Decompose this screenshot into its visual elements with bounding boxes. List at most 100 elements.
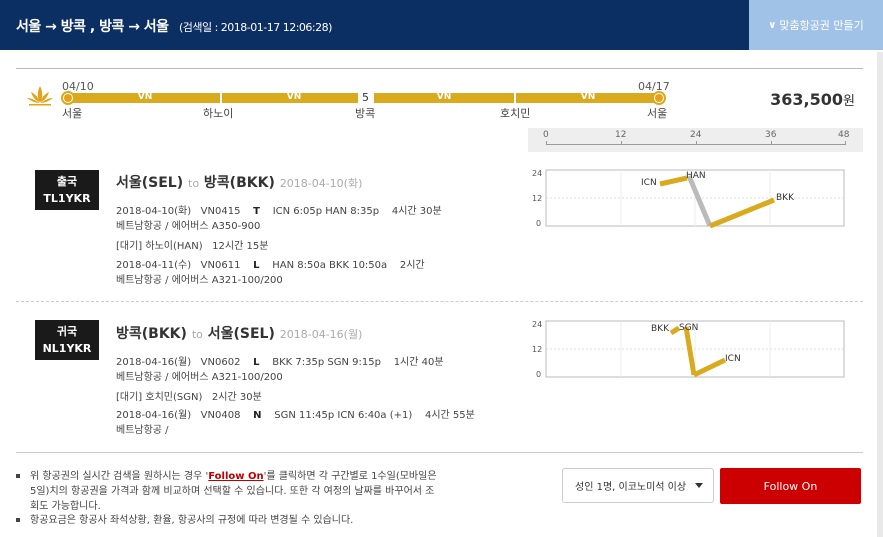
scale-tick-label: 12 xyxy=(615,130,627,140)
y-tick: 12 xyxy=(532,345,542,354)
scale-tick-label: 24 xyxy=(690,130,702,140)
scale-tick-label: 36 xyxy=(765,130,777,140)
outbound-title: 서울(SEL) to 방콕(BKK) 2018-04-10(화) xyxy=(116,172,362,192)
stay-nights: 5 xyxy=(362,91,369,104)
segment-times: ICN 6:05p HAN 8:35p xyxy=(272,206,380,217)
segment-times: BKK 7:35p SGN 9:15p xyxy=(272,357,381,368)
direction-label: 귀국 xyxy=(56,325,78,338)
origin: 방콕(BKK) xyxy=(116,326,187,342)
timeline-segment-1: VN xyxy=(68,92,222,103)
layover-line: [대기] 호치민(SGN) 2시간 30분 xyxy=(116,388,262,403)
start-date: 04/10 xyxy=(62,80,94,93)
note-suffix: '를 클릭하면 각 구간별로 1수일(모바일은 xyxy=(263,471,437,482)
carrier-code: VN xyxy=(137,92,153,102)
bullet-icon xyxy=(16,474,20,478)
city-label: 하노이 xyxy=(203,107,234,120)
timeline-segment-3: VN xyxy=(372,92,516,103)
note-text: 위 항공권의 실시간 검색을 원하시는 경우 'Follow On'를 클릭하면… xyxy=(30,469,458,514)
layover-city: [대기] 호치민(SGN) xyxy=(116,392,203,403)
y-tick: 24 xyxy=(532,169,542,178)
destination: 서울(SEL) xyxy=(207,326,275,342)
airport-label: BKK xyxy=(651,324,670,334)
to-word: to xyxy=(188,177,200,190)
airport-label: ICN xyxy=(725,354,741,364)
outbound-fare-badge: 출국 TL1YKR xyxy=(35,170,99,210)
timeline-segment-2: VN xyxy=(222,92,366,103)
frame-top-border xyxy=(16,68,863,69)
scrollbar[interactable] xyxy=(877,52,883,537)
scale-tick-mark xyxy=(845,141,846,145)
header-bar: 서울 → 방콕 , 방콕 → 서울 (검색일 : 2018-01-17 12:0… xyxy=(0,0,883,50)
flight-segment-bar xyxy=(683,326,697,376)
layover-line: [대기] 하노이(HAN) 12시간 15분 xyxy=(116,237,268,252)
booking-class: L xyxy=(253,357,260,368)
segment-duration: 4시간 30분 xyxy=(391,206,442,217)
fare-code: NL1YKR xyxy=(42,342,92,355)
aircraft-line: 베트남항공 / 에어버스 A321-100/200 xyxy=(116,372,283,383)
timeline-end-dot xyxy=(652,91,666,105)
y-tick: 24 xyxy=(532,320,542,329)
vietnam-airlines-lotus-icon xyxy=(27,86,53,106)
carrier-code: VN xyxy=(580,92,596,102)
scale-tick-mark xyxy=(771,141,772,145)
follow-on-link[interactable]: Follow On xyxy=(208,471,264,482)
custom-ticket-label: 맞춤항공권 만들기 xyxy=(779,19,864,32)
route-text: 서울 → 방콕 , 방콕 → 서울 xyxy=(16,19,169,35)
flight-segment-bar xyxy=(709,197,775,229)
inbound-time-chart: 24 12 0 BKK SGN ICN xyxy=(532,320,845,379)
layover-time: 12시간 15분 xyxy=(212,241,269,252)
custom-ticket-button[interactable]: ∨ 맞춤항공권 만들기 xyxy=(749,0,883,50)
flight-segment-bar xyxy=(669,325,681,336)
segment-duration: 1시간 40분 xyxy=(393,357,444,368)
leg-date: 2018-04-10(화) xyxy=(279,177,363,190)
y-tick: 0 xyxy=(536,370,541,379)
caret-down-icon xyxy=(695,483,703,488)
bullet-icon xyxy=(16,518,20,522)
segment-date: 2018-04-11(수) xyxy=(116,260,192,271)
leg-divider xyxy=(16,301,863,302)
layover-city: [대기] 하노이(HAN) xyxy=(116,241,203,252)
layover-bar xyxy=(686,175,713,227)
city-label: 호치민 xyxy=(500,107,531,120)
segment-times: SGN 11:45p ICN 6:40a (+1) xyxy=(274,410,413,421)
city-label: 방콕 xyxy=(355,107,376,120)
time-scale xyxy=(528,128,863,152)
airport-label: HAN xyxy=(686,171,706,181)
timeline-start-dot xyxy=(61,91,75,105)
y-tick: 12 xyxy=(532,194,542,203)
scale-tick-mark xyxy=(621,141,622,145)
follow-on-button[interactable]: Follow On xyxy=(720,468,861,504)
note-text: 항공요금은 항공사 좌석상황, 환율, 항공사의 규정에 따라 변경될 수 있습… xyxy=(30,515,354,526)
segment-line: 2018-04-16(월) VN0602 L BKK 7:35p SGN 9:1… xyxy=(116,353,444,368)
airport-label: ICN xyxy=(641,178,657,188)
footer-divider xyxy=(16,452,863,453)
flight-number: VN0408 xyxy=(200,410,241,421)
segment-line: 2018-04-16(월) VN0408 N SGN 11:45p ICN 6:… xyxy=(116,406,475,421)
origin: 서울(SEL) xyxy=(116,175,184,191)
leg-date: 2018-04-16(월) xyxy=(279,328,363,341)
scale-tick-label: 48 xyxy=(838,130,850,140)
carrier-code: VN xyxy=(436,92,452,102)
segment-duration: 4시간 55분 xyxy=(424,410,475,421)
passenger-class-select[interactable]: 성인 1명, 이코노미석 이상 xyxy=(562,468,714,503)
end-date: 04/17 xyxy=(638,80,670,93)
flight-number: VN0415 xyxy=(200,206,241,217)
segment-date: 2018-04-10(화) xyxy=(116,206,192,217)
flight-segment-bar xyxy=(692,357,727,378)
chevron-down-icon: ∨ xyxy=(768,19,777,31)
aircraft-line: 베트남항공 / xyxy=(116,425,169,436)
inbound-title: 방콕(BKK) to 서울(SEL) 2018-04-16(월) xyxy=(116,323,362,343)
total-price: 363,500원 xyxy=(770,90,855,109)
segment-date: 2018-04-16(월) xyxy=(116,357,192,368)
destination: 방콕(BKK) xyxy=(203,175,275,191)
timeline-segment-4: VN xyxy=(516,92,660,103)
flight-number: VN0611 xyxy=(200,260,241,271)
city-label: 서울 xyxy=(647,107,668,120)
note-line-3: 회도 가능합니다. xyxy=(30,501,101,512)
scale-tick-mark xyxy=(546,141,547,145)
segment-line: 2018-04-10(화) VN0415 T ICN 6:05p HAN 8:3… xyxy=(116,202,442,217)
scale-tick-mark xyxy=(696,141,697,145)
route-title: 서울 → 방콕 , 방콕 → 서울 (검색일 : 2018-01-17 12:0… xyxy=(16,16,332,36)
carrier-code: VN xyxy=(286,92,302,102)
flight-segment-bar xyxy=(659,175,688,187)
